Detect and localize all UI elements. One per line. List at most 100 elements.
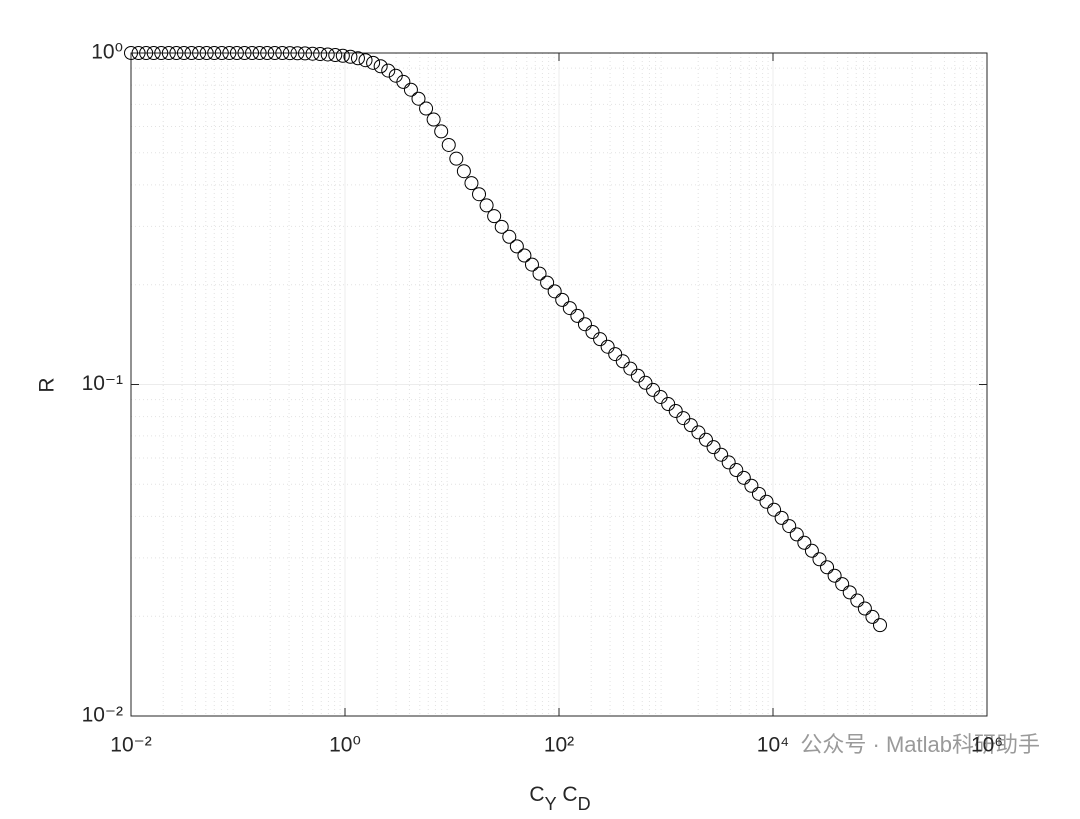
marker: [759, 494, 774, 509]
marker: [676, 411, 691, 426]
marker: [184, 46, 199, 60]
marker: [850, 593, 865, 608]
marker: [562, 301, 577, 316]
marker: [509, 239, 524, 254]
marker: [857, 601, 872, 616]
y-tick-label: 10⁰: [91, 41, 123, 64]
marker: [555, 292, 570, 307]
x-axis-label: CY CD: [529, 783, 590, 814]
marker: [714, 447, 729, 462]
x-tick-label: 10⁶: [971, 734, 1003, 757]
marker: [245, 46, 260, 60]
marker: [751, 486, 766, 501]
marker: [328, 48, 343, 63]
marker: [842, 585, 857, 600]
marker: [282, 46, 297, 61]
marker: [683, 418, 698, 433]
marker: [252, 46, 267, 60]
marker: [472, 187, 487, 202]
marker: [827, 568, 842, 583]
marker: [154, 46, 169, 60]
marker: [199, 46, 214, 60]
marker: [577, 317, 592, 332]
y-axis-label: R: [36, 377, 59, 392]
marker: [305, 46, 320, 61]
marker: [479, 198, 494, 213]
marker: [494, 219, 509, 234]
marker: [146, 46, 161, 60]
marker: [131, 46, 146, 60]
plot-frame: [130, 52, 988, 717]
marker: [630, 368, 645, 383]
marker: [124, 46, 138, 60]
marker: [698, 432, 713, 447]
marker: [426, 112, 441, 127]
marker: [585, 325, 600, 340]
marker: [343, 49, 358, 64]
marker: [456, 164, 471, 179]
marker: [517, 248, 532, 263]
marker: [434, 124, 449, 139]
marker: [214, 46, 229, 60]
marker: [381, 63, 396, 78]
marker: [804, 543, 819, 558]
marker: [744, 478, 759, 493]
marker: [608, 347, 623, 362]
marker: [403, 82, 418, 97]
marker: [275, 46, 290, 60]
marker: [419, 101, 434, 116]
x-tick-label: 10⁰: [329, 734, 361, 757]
marker: [767, 502, 782, 517]
marker: [812, 552, 827, 567]
marker: [396, 74, 411, 89]
marker: [464, 176, 479, 191]
marker: [449, 151, 464, 166]
marker: [668, 403, 683, 418]
marker: [593, 332, 608, 347]
marker: [653, 389, 668, 404]
x-tick-label: 10⁴: [757, 734, 789, 757]
marker: [691, 425, 706, 440]
marker: [865, 609, 880, 624]
marker: [646, 382, 661, 397]
marker: [267, 46, 282, 60]
marker: [820, 560, 835, 575]
x-tick-label: 10⁻²: [110, 734, 151, 757]
marker: [290, 46, 305, 61]
y-tick-label: 10⁻²: [82, 704, 123, 727]
marker: [736, 470, 751, 485]
marker: [192, 46, 207, 60]
marker: [532, 266, 547, 281]
marker: [313, 47, 328, 62]
marker: [615, 354, 630, 369]
marker: [873, 618, 887, 633]
marker: [547, 284, 562, 299]
marker: [782, 519, 797, 534]
marker: [524, 257, 539, 272]
marker: [638, 375, 653, 390]
marker: [260, 46, 275, 60]
marker: [320, 47, 335, 62]
marker: [237, 46, 252, 60]
marker: [487, 209, 502, 224]
marker: [721, 455, 736, 470]
watermark: 公众号 · Matlab科研助手: [800, 732, 1040, 757]
marker: [623, 361, 638, 376]
marker: [540, 275, 555, 290]
x-tick-label: 10²: [544, 734, 574, 757]
marker: [411, 91, 426, 106]
marker: [161, 46, 176, 60]
marker: [706, 440, 721, 455]
marker: [298, 46, 313, 61]
marker: [661, 397, 676, 412]
marker: [502, 229, 517, 244]
marker: [570, 308, 585, 323]
marker: [797, 535, 812, 550]
marker: [358, 53, 373, 68]
marker: [139, 46, 154, 60]
y-tick-label: 10⁻¹: [82, 372, 123, 395]
marker: [835, 577, 850, 592]
